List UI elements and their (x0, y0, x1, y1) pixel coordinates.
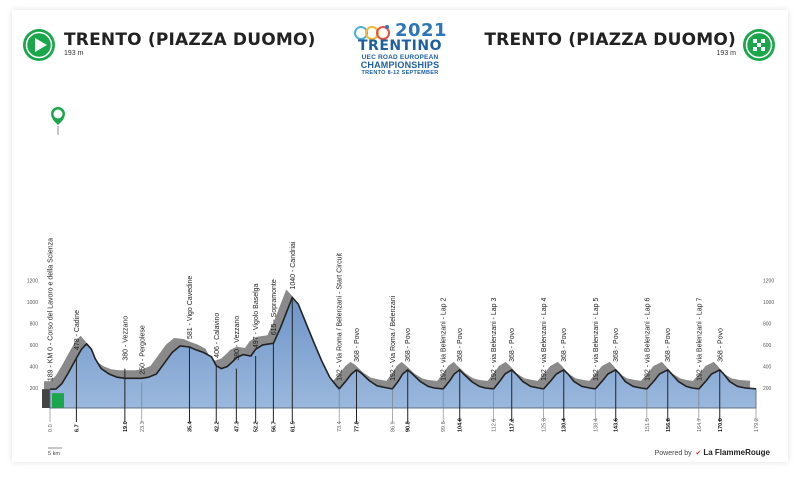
waypoint-label: 189 - KM 0 - Corso del Lavoro e della Sc… (48, 238, 55, 381)
km-label: 56.7 (271, 421, 277, 432)
km0-marker (51, 107, 65, 135)
waypoint-label: 368 - Povo (457, 328, 464, 362)
y-tick-right: 1000 (763, 300, 774, 306)
km-labels: 0.0 6.7 19.0 23.3 35.4 42.2 47.3 52.2 56.7 61.5 73… (48, 417, 760, 457)
km-label: 179.2 (754, 418, 760, 432)
waypoint-label: 368 - Povo (717, 328, 724, 362)
km-label: 86.9 (390, 421, 396, 432)
flamme-rouge-icon: ✔ (695, 450, 702, 457)
logo-line1: UEC ROAD EUROPEAN (361, 54, 439, 61)
km-label: 143.6 (614, 418, 620, 432)
logo-year: 2021 (394, 20, 448, 41)
waypoint-label: 192 - via Belenzani - Lap 6 (644, 297, 651, 380)
waypoint-label: 250 - Pergolese (139, 325, 146, 375)
waypoint-label: 192 - via Belenzani - Lap 2 (441, 297, 448, 380)
waypoint-labels: 189 - KM 0 - Corso del Lavoro e della Sc… (48, 238, 725, 381)
km-label: 151.5 (645, 418, 651, 432)
km-label: 19.0 (123, 421, 129, 432)
footer-credit: Powered by ✔ La FlammeRouge (655, 448, 770, 457)
start-elevation: 193 m (64, 50, 84, 57)
km-label: 117.2 (510, 419, 516, 432)
y-tick-left: 1000 (27, 300, 38, 306)
waypoint-label: 615 - Sopramonte (271, 279, 278, 335)
waypoint-label: 192 - via Belenzani - Lap 5 (593, 297, 600, 380)
km-label: 52.2 (254, 421, 260, 432)
waypoint-label: 192 - via Belenzani - Lap 4 (541, 297, 548, 380)
waypoint-lines (49, 297, 757, 422)
scale-label: 5 km (48, 451, 60, 457)
km-label: 42.2 (214, 421, 220, 432)
km-label: 47.3 (234, 421, 240, 432)
championship-logo: 2021 TRENTINO UEC ROAD EUROPEAN CHAMPION… (340, 20, 460, 76)
finish-flag-icon (743, 29, 775, 61)
start-flag-icon (23, 29, 55, 61)
km-label: 23.3 (140, 421, 146, 432)
y-tick-left: 800 (30, 321, 39, 327)
km-label: 125.3 (542, 418, 548, 432)
km-label: 6.7 (74, 424, 80, 432)
km-label: 99.8 (441, 421, 447, 432)
start-base-block (42, 389, 50, 408)
km-label: 164.7 (697, 418, 703, 432)
y-tick-right: 1200 (763, 278, 774, 284)
waypoint-label: 497 - Vigolo Baselga (253, 283, 260, 348)
y-tick-left: 200 (30, 386, 39, 392)
start-location-title: TRENTO (PIAZZA DUOMO) (64, 30, 316, 50)
y-tick-right: 800 (763, 321, 772, 327)
y-tick-left: 1200 (27, 278, 38, 284)
y-axis-left: 200 400 600 800 1000 1200 (27, 278, 38, 392)
finish-elevation: 193 m (716, 50, 736, 57)
profile-fill (42, 296, 757, 409)
y-tick-left: 400 (30, 364, 39, 370)
brand-name: La FlammeRouge (703, 448, 770, 457)
km-label: 73.4 (337, 421, 343, 432)
waypoint-label: 380 - Vezzano (234, 316, 241, 361)
km-label: 90.8 (406, 421, 412, 432)
logo-line2: CHAMPIONSHIPS (360, 60, 440, 70)
waypoint-label: 581 - Vigo Cavedine (187, 276, 194, 339)
start-green-bar (52, 393, 64, 408)
waypoint-label: 478 - Cadine (74, 310, 81, 350)
km-label: 104.0 (458, 418, 464, 432)
cycling-rings-icon (353, 24, 390, 40)
km-label: 138.4 (593, 418, 599, 432)
waypoint-label: 368 - Povo (509, 328, 516, 362)
waypoint-label: 192 - Via Roma / Belenzani - Start Circu… (337, 253, 344, 381)
waypoint-label: 368 - Povo (665, 328, 672, 362)
km-label: 170.0 (718, 418, 724, 432)
waypoint-label: 1040 - Candriai (290, 241, 297, 289)
y-tick-left: 600 (30, 343, 39, 349)
km-label: 156.8 (666, 418, 672, 432)
km-label: 130.4 (562, 417, 568, 432)
logo-name: TRENTINO (358, 38, 442, 54)
km0-pin-inner (53, 109, 63, 119)
waypoint-label: 368 - Povo (354, 328, 361, 362)
waypoint-label: 406 - Calavino (214, 313, 221, 358)
y-tick-right: 400 (763, 364, 772, 370)
waypoint-label: 192 - Via Roma / Belenzani (390, 295, 397, 381)
y-axis-right: 200 400 600 800 1000 1200 (763, 278, 774, 392)
km-label: 61.5 (290, 421, 296, 432)
waypoint-label: 192 - via Belenzani - Lap 7 (696, 297, 703, 380)
powered-by-text: Powered by (654, 450, 692, 457)
y-tick-right: 200 (763, 386, 772, 392)
waypoint-label: 368 - Povo (561, 328, 568, 362)
waypoint-label: 368 - Povo (613, 328, 620, 362)
finish-location-title: TRENTO (PIAZZA DUOMO) (484, 30, 736, 50)
km-label: 77.8 (355, 421, 361, 432)
waypoint-label: 192 - via Belenzani - Lap 3 (491, 297, 498, 380)
km-label: 0.0 (48, 424, 54, 432)
profile-ridge-line (49, 296, 757, 391)
km-label: 35.4 (187, 420, 193, 432)
y-tick-right: 600 (763, 343, 772, 349)
logo-line3: TRENTO 8-12 SEPTEMBER (361, 70, 439, 76)
km-label: 112.6 (492, 419, 498, 432)
waypoint-label: 368 - Povo (405, 328, 412, 362)
waypoint-label: 380 - Vezzano (122, 316, 129, 361)
